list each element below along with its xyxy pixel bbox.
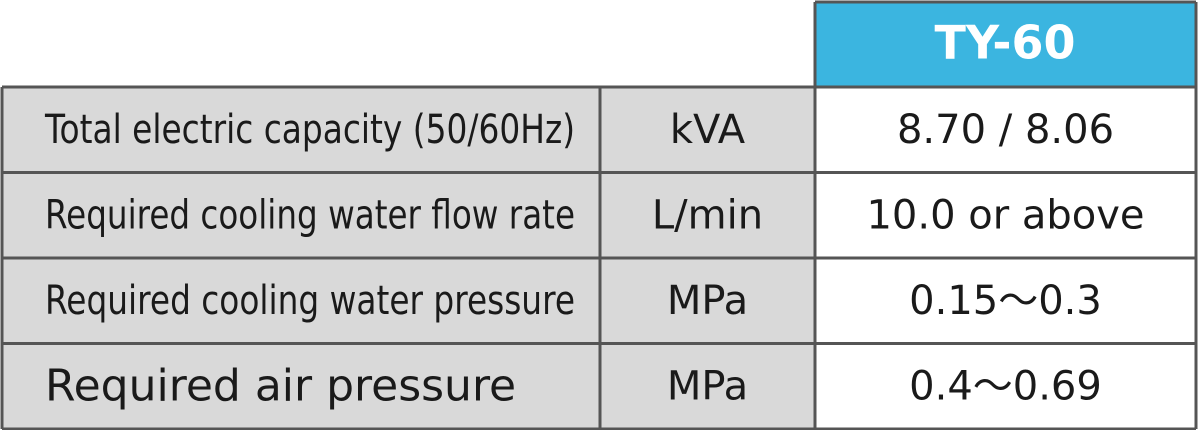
row-bg-white (815, 172, 1196, 258)
value: 8.70 / 8.06 (897, 107, 1114, 153)
row-bg-gray (2, 87, 815, 173)
row-bg-white (815, 87, 1196, 173)
item-label: Required cooling water flow rate (45, 192, 575, 238)
value: 0.15～0.3 (909, 278, 1102, 324)
row-bg-white (815, 258, 1196, 344)
unit: MPa (667, 363, 748, 409)
value: 10.0 or above (866, 192, 1144, 238)
item-label: Total electric capacity (50/60Hz) (44, 107, 575, 153)
unit: kVA (670, 107, 746, 153)
row-bg-gray (2, 258, 815, 344)
row-bg-white (815, 343, 1196, 429)
row-bg-gray (2, 172, 815, 258)
item-label: Required air pressure (45, 360, 516, 411)
unit: L/min (652, 192, 763, 238)
unit: MPa (667, 278, 748, 324)
model-header: TY-60 (934, 16, 1075, 70)
row-bg-gray (2, 343, 815, 429)
item-label: Required cooling water pressure (45, 278, 575, 324)
value: 0.4～0.69 (909, 363, 1102, 409)
model-header-cell (815, 2, 1196, 87)
